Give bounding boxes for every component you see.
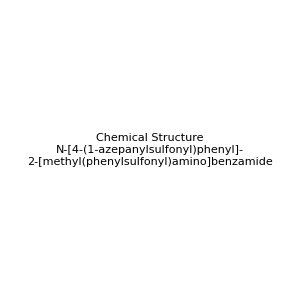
Text: Chemical Structure
N-[4-(1-azepanylsulfonyl)phenyl]-
2-[methyl(phenylsulfonyl)am: Chemical Structure N-[4-(1-azepanylsulfo…: [27, 134, 273, 166]
